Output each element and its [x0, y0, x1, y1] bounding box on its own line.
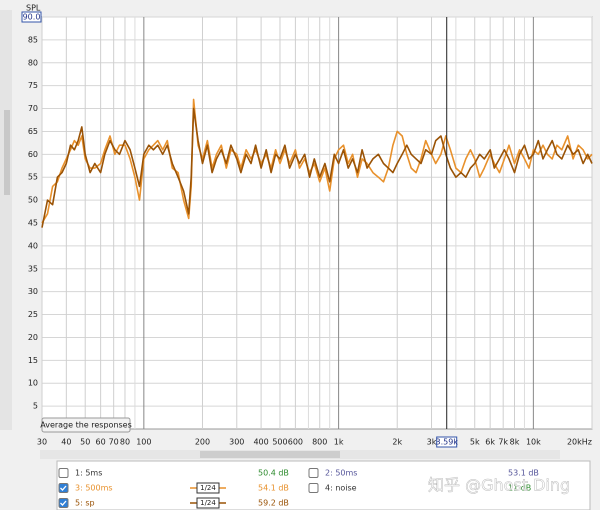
cursor-label-box: [436, 436, 458, 448]
smoothing-label: 1/24: [200, 499, 216, 507]
y-tick-label: 15: [28, 356, 38, 365]
average-button[interactable]: [41, 417, 131, 433]
y-tick-label: 75: [28, 81, 38, 90]
legend-label: 1: 5ms: [75, 469, 102, 478]
x-tick-label: 8k: [510, 438, 520, 447]
side-strip: [0, 10, 12, 430]
legend-level: 54.1 dB: [258, 484, 289, 493]
x-tick-label: 7k: [498, 438, 508, 447]
x-tick-label: 70: [109, 438, 119, 447]
legend-label: 2: 50ms: [325, 469, 357, 478]
x-tick-label: 100: [136, 438, 151, 447]
y-top-label-box: [21, 11, 42, 23]
legend-label: 5: sp: [75, 499, 95, 508]
legend: 1: 5ms 50.4 dB 2: 50ms 53.1 dB 3: 500ms 1/24 5…: [58, 468, 539, 509]
x-tick-label: 500: [272, 438, 287, 447]
y-tick-label: 45: [28, 219, 38, 228]
x-tick-label: 3k: [427, 438, 437, 447]
y-tick-label: 65: [28, 127, 38, 136]
x-tick-label: 30: [37, 438, 47, 447]
legend-panel: [56, 460, 591, 510]
legend-level: 59.2 dB: [258, 499, 289, 508]
plot: 5 10 15 20 25 30 35 40 45 50 55 60 65 70 75 80 85 90.0 30 4…: [21, 11, 593, 448]
x-tick-label: 20kHz: [567, 438, 592, 447]
x-tick-label: 2k: [392, 438, 402, 447]
x-tick-label: 1k: [334, 438, 344, 447]
legend-checkbox[interactable]: [308, 483, 319, 493]
watermark: 知乎 @Ghost Ding: [428, 476, 570, 495]
side-scroll-thumb[interactable]: [4, 110, 10, 195]
y-tick-label: 10: [28, 379, 38, 388]
y-tick-label: 55: [28, 173, 38, 182]
legend-checkbox[interactable]: [308, 468, 319, 478]
x-tick-label: 5k: [470, 438, 480, 447]
y-tick-label: 40: [28, 241, 38, 250]
y-tick-label: 5: [33, 402, 38, 411]
legend-level: 11 dB: [508, 484, 531, 493]
y-tick-label: 90.0: [23, 13, 41, 22]
y-tick-label: 85: [28, 35, 38, 44]
h-scroll-thumb[interactable]: [200, 451, 340, 458]
x-tick-label: 50: [80, 438, 90, 447]
legend-check: [60, 500, 67, 506]
x-tick-label: 800: [312, 438, 327, 447]
smoothing-box: [196, 482, 220, 494]
x-tick-label: 300: [229, 438, 244, 447]
smoothing-label: 1/24: [200, 484, 216, 492]
x-tick-label: 60: [96, 438, 106, 447]
response-line: [41, 107, 593, 228]
y-tick-label: 35: [28, 264, 38, 273]
y-tick-label: 30: [28, 287, 38, 296]
legend-label: 4: noise: [325, 484, 357, 493]
x-tick-label: 40: [61, 438, 71, 447]
x-tick-label: 200: [195, 438, 210, 447]
y-tick-label: 70: [28, 104, 38, 113]
legend-label: 3: 500ms: [75, 484, 113, 493]
y-tick-label: 50: [28, 196, 38, 205]
cursor-label: 3.59k: [435, 438, 458, 447]
legend-check: [60, 485, 67, 491]
legend-checkbox[interactable]: [58, 468, 69, 478]
legend-level: 53.1 dB: [508, 469, 539, 478]
x-tick-label: 10k: [526, 438, 541, 447]
average-button-label[interactable]: Average the responses: [40, 421, 132, 430]
y-tick-label: 60: [28, 150, 38, 159]
y-tick-label: 25: [28, 310, 38, 319]
x-tick-label: 6k: [485, 438, 495, 447]
x-tick-label: 400: [253, 438, 268, 447]
smoothing-box: [196, 497, 220, 509]
y-tick-label: 80: [28, 58, 38, 67]
x-tick-label: 80: [120, 438, 130, 447]
y-tick-label: 20: [28, 333, 38, 342]
legend-level: 50.4 dB: [258, 469, 289, 478]
x-tick-label: 600: [288, 438, 303, 447]
y-axis-label: SPL: [26, 4, 41, 13]
